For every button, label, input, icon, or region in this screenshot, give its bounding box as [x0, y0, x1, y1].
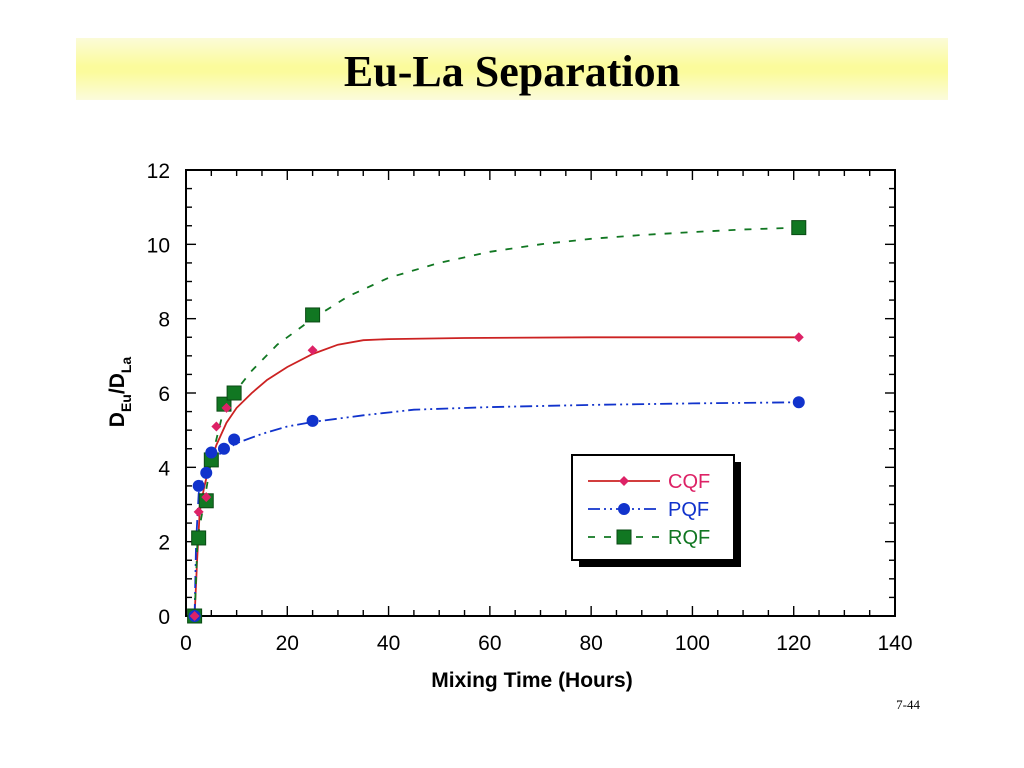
title-band — [76, 38, 948, 100]
y-tick-label: 0 — [158, 606, 170, 629]
y-label-sub2: La — [118, 357, 134, 374]
y-axis-label: DEu/DLa — [106, 357, 134, 428]
y-label-base: D — [106, 412, 129, 427]
x-tick-label: 140 — [877, 632, 912, 655]
plot-area — [185, 169, 896, 617]
x-tick-label: 0 — [180, 632, 192, 655]
x-tick-label: 40 — [377, 632, 400, 655]
legend: CQF PQF RQF — [571, 454, 741, 567]
legend-label-cqf: CQF — [668, 471, 710, 493]
legend-marker-cqf — [619, 476, 629, 486]
marker-pqf — [217, 442, 230, 455]
y-tick-label: 2 — [158, 532, 170, 555]
x-tick-labels: 0 20 40 60 80 100 120 140 — [180, 632, 912, 655]
marker-pqf — [200, 466, 213, 479]
y-tick-label: 4 — [158, 457, 170, 480]
marker-pqf — [792, 396, 805, 409]
axis-ticks — [185, 169, 896, 617]
plot-frame — [185, 169, 896, 617]
marker-pqf — [306, 414, 319, 427]
x-tick-label: 120 — [776, 632, 811, 655]
x-tick-label: 80 — [579, 632, 602, 655]
x-tick-label: 60 — [478, 632, 501, 655]
marker-cqf — [307, 345, 318, 356]
series-line-pqf — [193, 401, 799, 617]
y-tick-label: 12 — [147, 160, 170, 183]
legend-label-rqf: RQF — [668, 527, 710, 549]
marker-cqf — [211, 421, 222, 432]
slide-title: Eu-La Separation — [343, 47, 681, 96]
legend-marker-rqf — [616, 529, 632, 545]
x-tick-label: 100 — [675, 632, 710, 655]
marker-rqf — [191, 530, 207, 546]
legend-box — [571, 454, 735, 561]
marker-rqf — [305, 307, 321, 323]
y-tick-label: 10 — [147, 234, 170, 257]
marker-cqf — [193, 506, 204, 517]
marker-rqf — [791, 220, 807, 236]
legend-marker-pqf — [618, 503, 630, 515]
y-label-sep: /D — [106, 373, 129, 394]
y-tick-labels: 0 2 4 6 8 10 12 — [147, 160, 171, 629]
marker-pqf — [228, 433, 241, 446]
marker-cqf — [793, 332, 804, 343]
x-tick-label: 20 — [276, 632, 299, 655]
marker-cqf — [201, 492, 212, 503]
marker-cqf — [221, 402, 232, 413]
x-axis-label: Mixing Time (Hours) — [431, 669, 632, 692]
marker-cqf — [189, 611, 200, 621]
series-markers — [187, 220, 807, 624]
marker-pqf — [205, 446, 218, 459]
slide-number: 7-44 — [896, 697, 920, 712]
y-tick-label: 8 — [158, 309, 170, 332]
legend-label-pqf: PQF — [668, 499, 709, 521]
y-label-sub1: Eu — [118, 394, 134, 412]
y-tick-label: 6 — [158, 383, 170, 406]
marker-rqf — [226, 385, 242, 401]
marker-pqf — [192, 479, 205, 492]
